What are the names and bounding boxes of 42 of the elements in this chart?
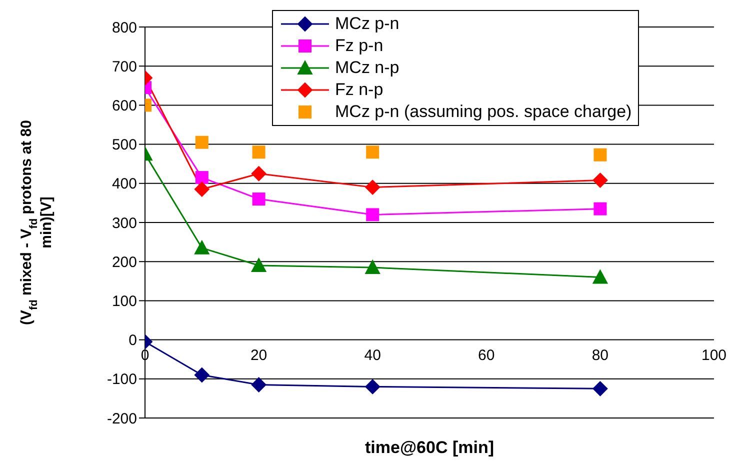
point xyxy=(592,270,608,284)
point xyxy=(365,379,380,394)
x-tick-label: 80 xyxy=(592,346,609,364)
point xyxy=(592,172,608,188)
y-tick-label: 100 xyxy=(112,293,137,310)
point xyxy=(366,146,380,159)
y-tick-label: 700 xyxy=(112,58,137,76)
y-tick-label: -100 xyxy=(106,371,137,388)
y-tick-label: 400 xyxy=(112,176,137,193)
y-tick-label: 300 xyxy=(112,214,137,232)
point xyxy=(194,367,210,382)
legend-label: MCz p-n xyxy=(335,13,400,35)
x-tick-label: 60 xyxy=(478,346,495,364)
x-axis-title: time@60C [min] xyxy=(365,438,494,457)
point xyxy=(194,240,210,254)
legend-label: Fz n-p xyxy=(335,79,384,101)
point xyxy=(195,171,208,184)
point xyxy=(594,202,607,216)
point xyxy=(194,182,210,197)
point xyxy=(195,136,208,149)
point xyxy=(251,258,266,272)
point xyxy=(594,148,607,162)
legend-label: MCz n-p xyxy=(335,57,400,79)
point xyxy=(251,166,266,182)
y-tick-label: -200 xyxy=(106,410,137,428)
y-tick-label: 0 xyxy=(128,332,137,350)
x-tick-label: 20 xyxy=(250,346,268,364)
point xyxy=(366,208,380,222)
x-tick-label: 40 xyxy=(364,346,381,364)
y-tick-label: 800 xyxy=(112,19,137,36)
point xyxy=(592,381,608,396)
legend-label: Fz p-n xyxy=(335,35,384,57)
point xyxy=(365,260,380,274)
legend-label: MCz p-n (assuming pos. space charge) xyxy=(335,101,632,123)
point xyxy=(252,146,266,159)
point xyxy=(365,180,380,195)
x-tick-label: 100 xyxy=(701,346,727,364)
y-tick-label: 600 xyxy=(112,98,137,115)
point xyxy=(252,192,266,206)
y-tick-label: 200 xyxy=(112,254,137,271)
y-tick-label: 500 xyxy=(112,136,137,154)
point xyxy=(251,377,266,392)
